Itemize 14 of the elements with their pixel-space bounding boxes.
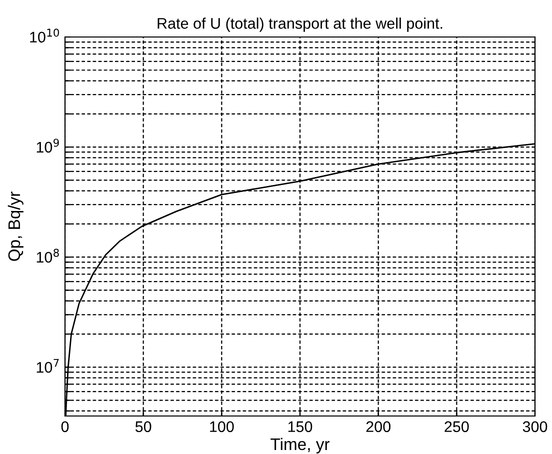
x-tick-label: 100 [210, 421, 234, 432]
y-tick-label: 10$^{9}$ [36, 138, 59, 153]
x-tick-label: 150 [288, 421, 312, 432]
x-tick-label: 250 [444, 421, 469, 432]
y-axis-title: Qp, Bq/yr [8, 192, 24, 261]
y-tick-label: 10$^{7}$ [36, 358, 59, 373]
x-axis-title: Time, yr [270, 438, 330, 454]
x-tick-label: 300 [522, 421, 548, 432]
x-tick-label: 50 [135, 421, 152, 432]
x-tick-label: 0 [61, 421, 69, 432]
y-tick-label: 10$^{8}$ [36, 248, 59, 263]
x-tick-label: 200 [366, 421, 390, 432]
chart-title: Rate of U (total) transport at the well point. [158, 18, 442, 32]
y-tick-label: 10$^{10}$ [30, 28, 60, 43]
